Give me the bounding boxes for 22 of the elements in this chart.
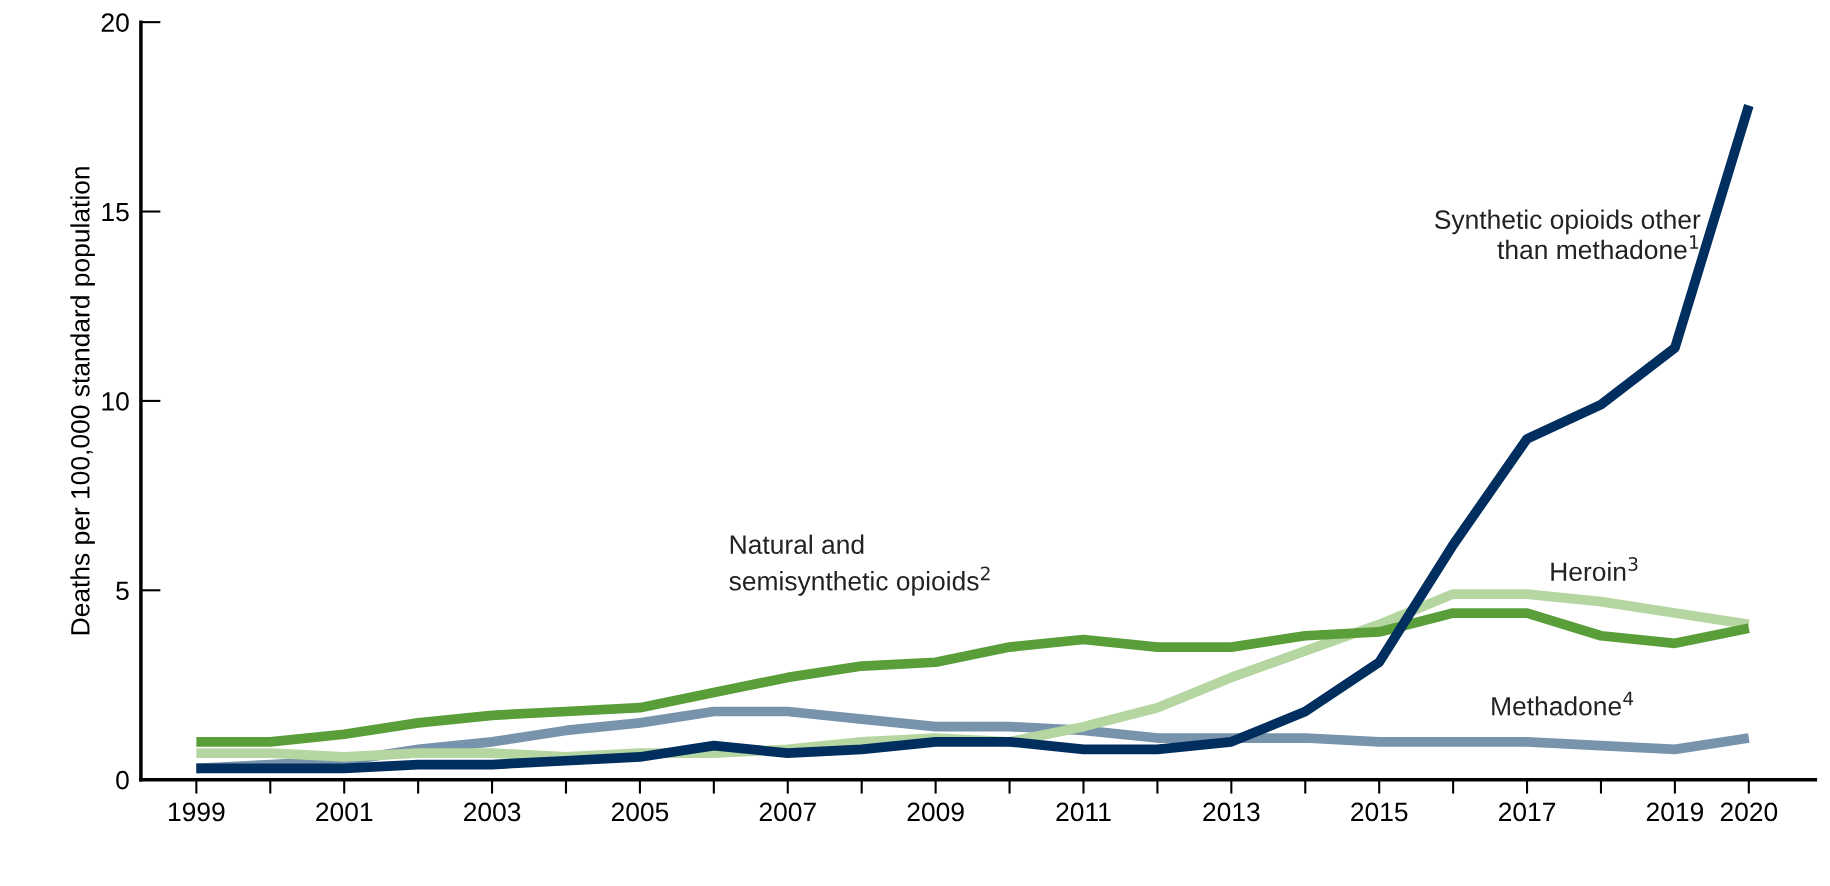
x-tick-label: 2005 (611, 802, 669, 822)
x-tick-label: 2015 (1351, 802, 1408, 822)
text: Natural and semisynthetic opioids$^{2}$ (729, 534, 990, 596)
y-tick-label: 15 (102, 202, 129, 222)
series-label: Heroin$^{3}$ (1551, 557, 1638, 582)
x-tick-label: 1999 (169, 802, 225, 822)
x-tick-label: 2007 (759, 802, 816, 822)
x-tick-label: 2003 (464, 802, 521, 822)
x-tick-label: 2013 (1203, 802, 1260, 822)
x-tick-label: 2020 (1720, 802, 1778, 822)
y-tick-label: 20 (101, 13, 129, 32)
y-tick-label: 0 (116, 770, 129, 790)
y-tick-label: 10 (102, 392, 129, 411)
y-tick-label: 5 (116, 581, 129, 601)
x-tick-label: 2001 (316, 802, 373, 822)
x-tick-label: 2009 (907, 802, 964, 822)
x-tick-label: 2011 (1056, 802, 1111, 822)
x-tick-label: 2017 (1499, 802, 1556, 822)
series-label: Synthetic opioids other than methadone$^{1}$ (1435, 209, 1701, 260)
series-label: Methadone$^{4}$ (1492, 691, 1634, 716)
y-axis-title: Deaths per 100,000 standard population (70, 167, 95, 635)
x-tick-label: 2019 (1646, 802, 1703, 822)
